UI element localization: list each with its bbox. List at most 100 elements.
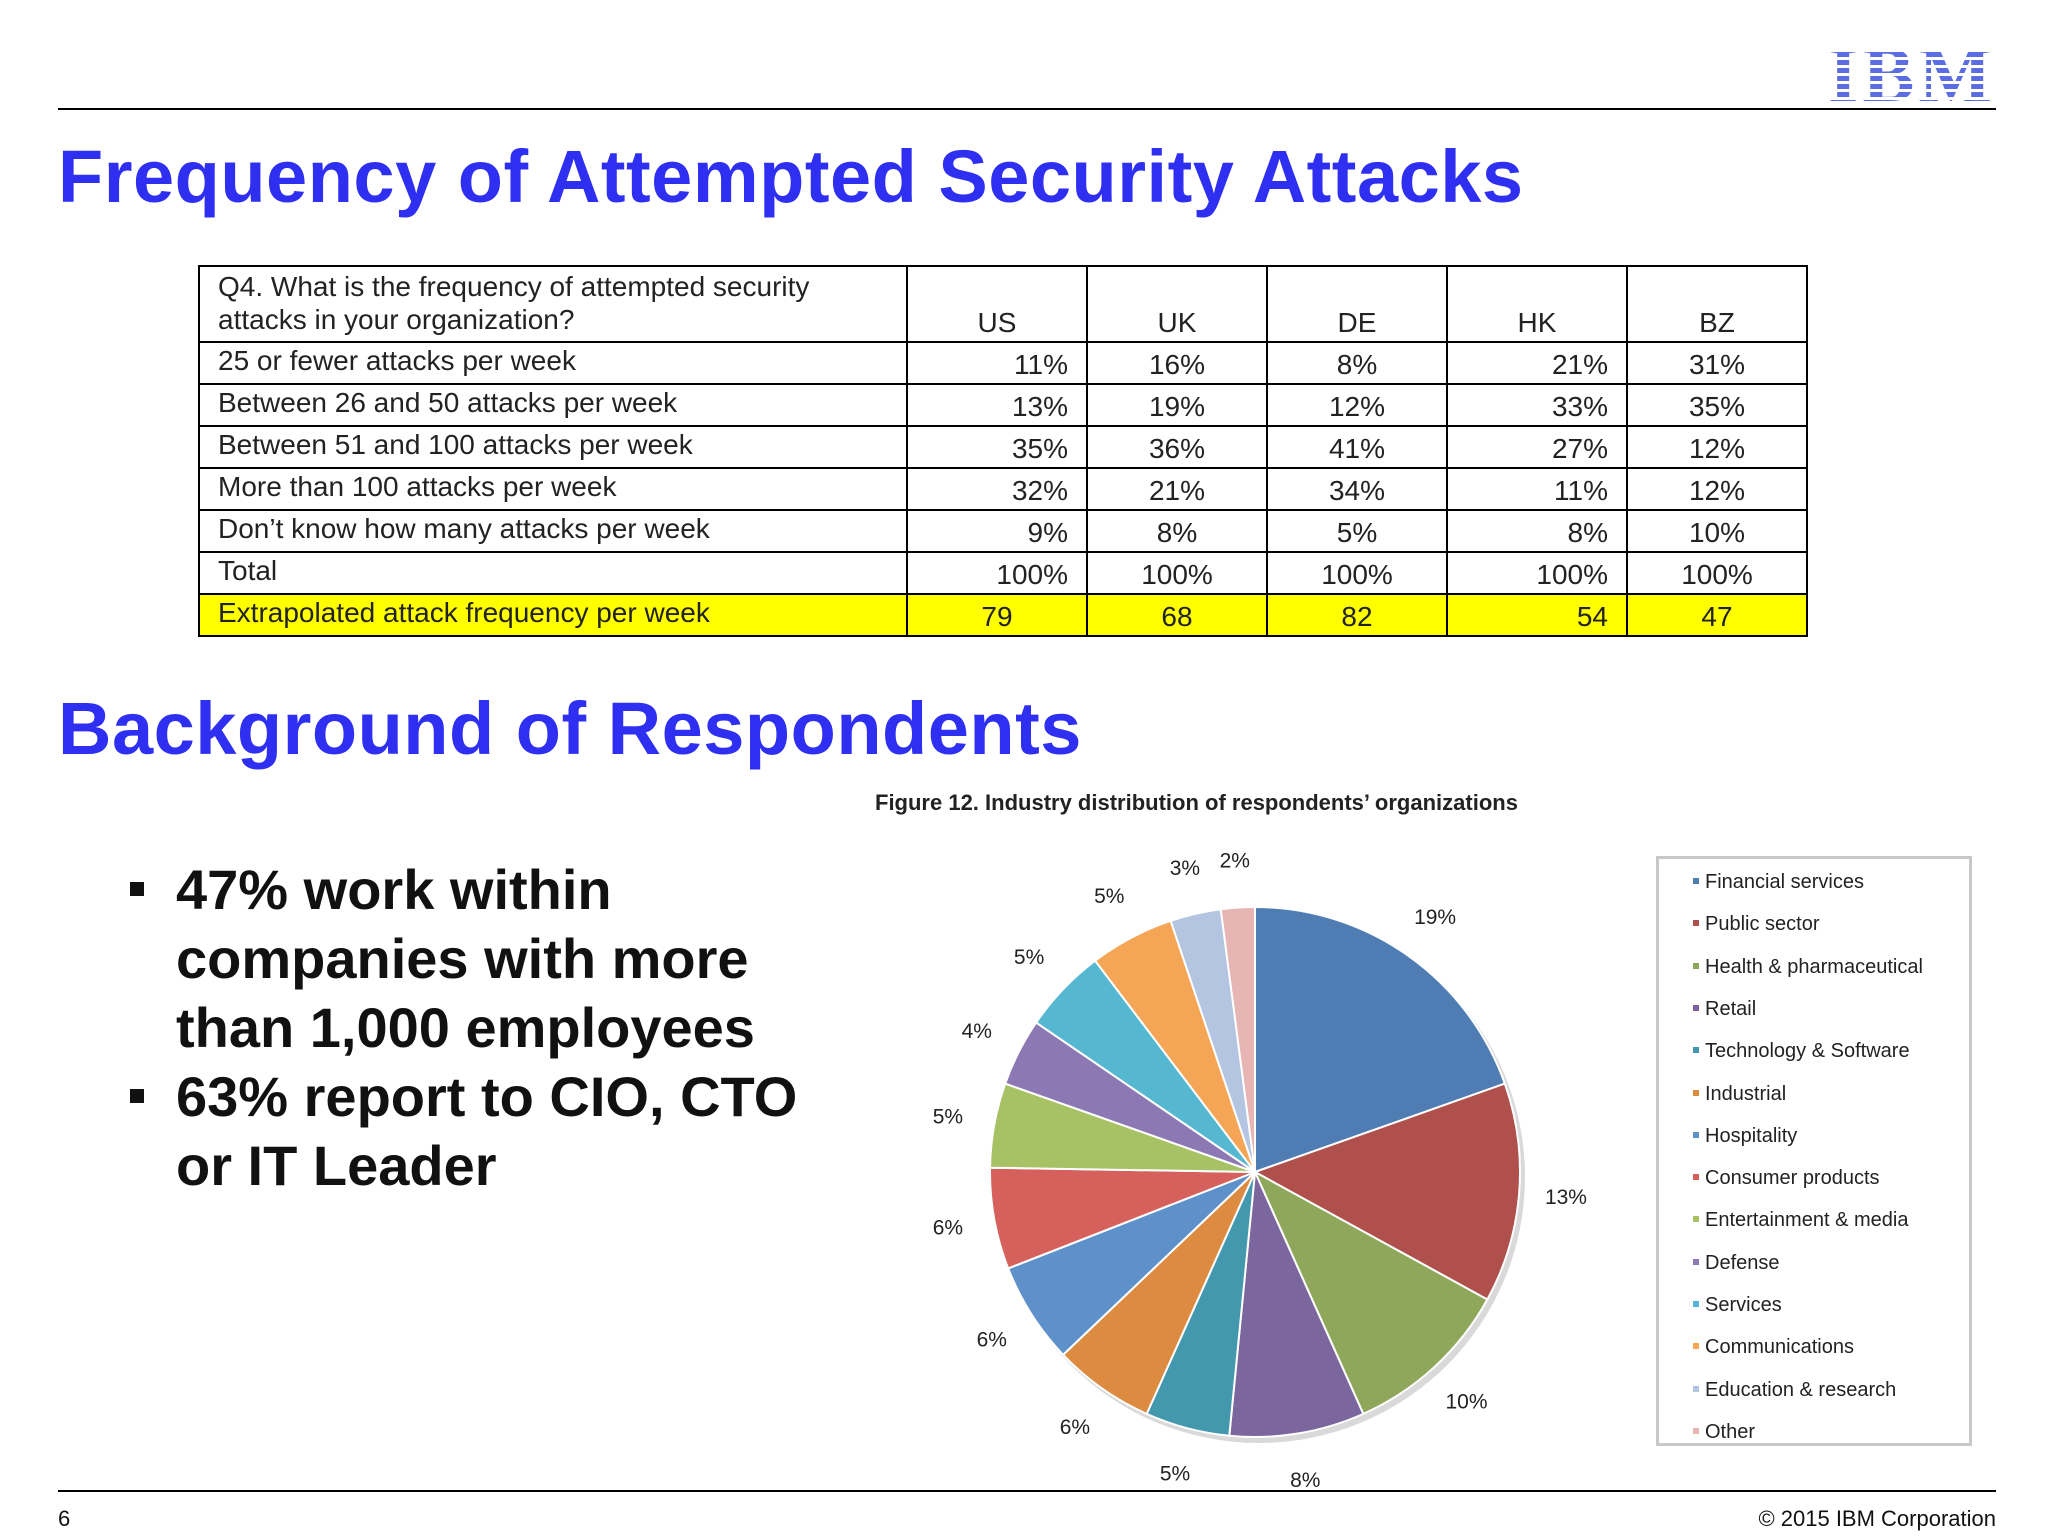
chart-title: Figure 12. Industry distribution of resp… — [875, 790, 1518, 815]
legend-item: Other — [1693, 1421, 1755, 1444]
pie-data-label: 5% — [1014, 946, 1044, 969]
pie-shadow — [993, 911, 1525, 1443]
table-row: 25 or fewer attacks per week 11% 16% 8% … — [198, 341, 1808, 385]
legend-item: Industrial — [1693, 1083, 1786, 1106]
column-header-us: US — [906, 265, 1088, 343]
pie-slice-financial-services — [1254, 905, 1507, 1174]
table-row: Between 26 and 50 attacks per week 13% 1… — [198, 383, 1808, 427]
legend-swatch — [1693, 878, 1699, 884]
cell-de: 82 — [1266, 593, 1448, 637]
pie-data-label: 5% — [1160, 1463, 1190, 1486]
pie-data-label: 5% — [1094, 885, 1124, 908]
pie-slice-education-research — [1169, 908, 1256, 1173]
row-label: Between 51 and 100 attacks per week — [198, 425, 908, 469]
legend-item: Consumer products — [1693, 1167, 1880, 1190]
cell-de: 41% — [1266, 425, 1448, 469]
legend-item: Communications — [1693, 1336, 1854, 1359]
table-row: More than 100 attacks per week 32% 21% 3… — [198, 467, 1808, 511]
copyright-text: © 2015 IBM Corporation — [1758, 1506, 1996, 1531]
cell-bz: 12% — [1626, 425, 1808, 469]
bullet-text: 63% report to CIO, CTO or IT Leader — [176, 1065, 798, 1197]
cell-hk: 100% — [1446, 551, 1628, 595]
pie-slice-consumer-products — [989, 1166, 1256, 1270]
legend-swatch — [1693, 1427, 1699, 1434]
cell-bz: 100% — [1626, 551, 1808, 595]
cell-us: 35% — [906, 425, 1088, 469]
legend-item: Education & research — [1693, 1379, 1896, 1402]
cell-bz: 12% — [1626, 467, 1808, 511]
column-header-bz: BZ — [1626, 265, 1808, 343]
pie-data-label: 13% — [1545, 1186, 1587, 1209]
legend-item: Public sector — [1693, 913, 1820, 936]
cell-de: 12% — [1266, 383, 1448, 427]
cell-de: 34% — [1266, 467, 1448, 511]
table-row: Between 51 and 100 attacks per week 35% … — [198, 425, 1808, 469]
pie-slice-industrial — [1061, 1171, 1256, 1416]
table-header-row: Q4. What is the frequency of attempted s… — [198, 265, 1808, 343]
pie-slice-health-pharmaceutical — [1252, 1169, 1489, 1416]
cell-hk: 21% — [1446, 341, 1628, 385]
footer-rule — [58, 1490, 1996, 1492]
legend-label: Communications — [1705, 1336, 1854, 1359]
cell-uk: 68 — [1086, 593, 1268, 637]
pie-data-label: 8% — [1290, 1469, 1320, 1492]
bullet-item: 47% work within companies with more than… — [126, 855, 846, 1062]
bullet-item: 63% report to CIO, CTO or IT Leader — [126, 1062, 846, 1200]
bullet-marker — [130, 1089, 144, 1103]
legend-item: Defense — [1693, 1252, 1780, 1275]
legend-label: Other — [1705, 1420, 1756, 1443]
legend-swatch — [1693, 962, 1699, 969]
legend-label: Public sector — [1705, 913, 1820, 936]
legend-swatch — [1693, 1343, 1699, 1350]
legend-label: Industrial — [1705, 1082, 1787, 1105]
pie-slice-technology-software — [1145, 1171, 1256, 1437]
bullet-list: 47% work within companies with more than… — [126, 855, 846, 1200]
cell-de: 100% — [1266, 551, 1448, 595]
pie-slice-retail — [1228, 1168, 1365, 1438]
cell-bz: 35% — [1626, 383, 1808, 427]
legend-item: Financial services — [1693, 871, 1864, 894]
pie-data-label: 6% — [1060, 1416, 1090, 1439]
section-title-respondents: Background of Respondents — [58, 687, 1082, 770]
cell-us: 32% — [906, 467, 1088, 511]
legend-label: Health & pharmaceutical — [1705, 955, 1923, 978]
legend-swatch — [1693, 1301, 1699, 1307]
table-row: Don’t know how many attacks per week 9% … — [198, 509, 1808, 553]
pie-data-label: 3% — [1170, 857, 1200, 880]
legend-swatch — [1693, 1004, 1699, 1011]
pie-slice-hospitality — [1006, 1171, 1256, 1357]
cell-de: 8% — [1266, 341, 1448, 385]
legend-label: Consumer products — [1705, 1167, 1880, 1190]
legend-label: Services — [1705, 1294, 1782, 1316]
chart-legend: Financial services Public sector Health & … — [1656, 856, 1972, 1446]
pie-data-label: 5% — [933, 1106, 963, 1129]
row-label: Total — [198, 551, 908, 595]
column-header-hk: HK — [1446, 265, 1628, 343]
pie-data-label: 4% — [962, 1020, 992, 1043]
legend-item: Technology & Software — [1693, 1040, 1910, 1063]
legend-label: Technology & Software — [1705, 1040, 1910, 1063]
legend-swatch — [1693, 1089, 1699, 1096]
cell-bz: 10% — [1626, 509, 1808, 553]
row-label: Don’t know how many attacks per week — [198, 509, 908, 553]
pie-data-label: 6% — [933, 1216, 963, 1239]
cell-uk: 100% — [1086, 551, 1268, 595]
legend-label: Financial services — [1705, 871, 1864, 893]
header-rule — [58, 108, 1996, 110]
legend-swatch — [1693, 1258, 1699, 1265]
pie-data-label: 2% — [1220, 850, 1250, 873]
legend-swatch — [1693, 1174, 1699, 1181]
attack-frequency-table: Q4. What is the frequency of attempted s… — [198, 265, 1808, 637]
cell-uk: 36% — [1086, 425, 1268, 469]
legend-label: Entertainment & media — [1705, 1209, 1909, 1232]
legend-label: Retail — [1705, 997, 1757, 1020]
section-title-attacks: Frequency of Attempted Security Attacks — [58, 135, 1524, 218]
cell-uk: 16% — [1086, 341, 1268, 385]
legend-label: Defense — [1705, 1251, 1780, 1274]
legend-item: Services — [1693, 1294, 1782, 1317]
cell-hk: 11% — [1446, 467, 1628, 511]
cell-uk: 19% — [1086, 383, 1268, 427]
cell-hk: 8% — [1446, 509, 1628, 553]
bullet-marker — [130, 882, 144, 896]
pie-slice-communications — [1093, 919, 1256, 1173]
